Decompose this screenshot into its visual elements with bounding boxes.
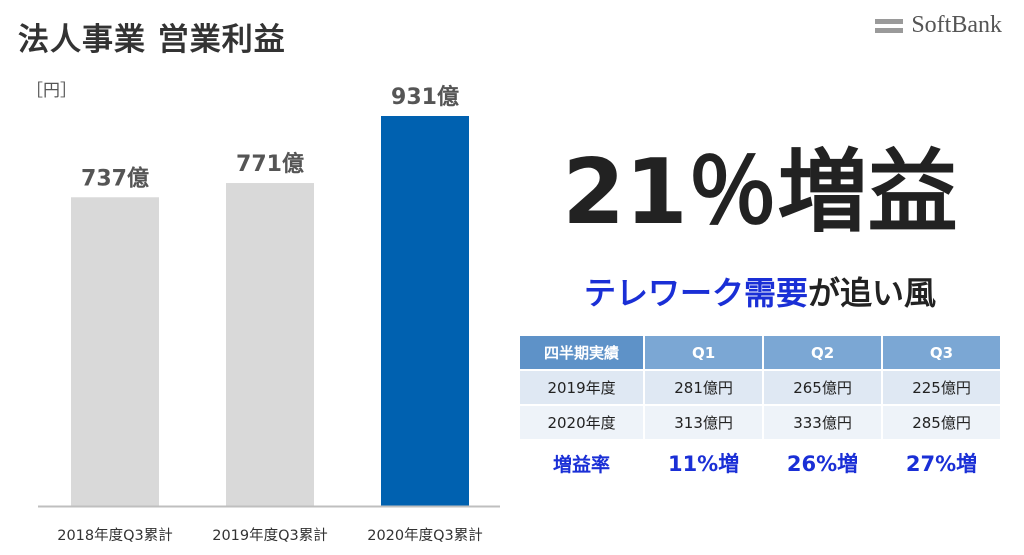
table-cell: 265億円 xyxy=(764,371,882,404)
data-label: 737億 xyxy=(81,165,149,191)
headline-subtitle: テレワーク需要が追い風 xyxy=(520,268,1000,314)
row-label: 増益率 xyxy=(520,441,644,485)
bar xyxy=(381,116,469,506)
data-label: 931億 xyxy=(391,84,459,110)
x-tick-label: 2018年度Q3累計 xyxy=(57,527,173,544)
growth-rate-row: 増益率 11%増 26%増 27%増 xyxy=(520,441,1000,485)
table-header-cell: Q1 xyxy=(645,336,763,369)
table-cell: 281億円 xyxy=(645,371,763,404)
table-row: 2020年度 313億円 333億円 285億円 xyxy=(520,406,1000,439)
quarterly-results-table: 四半期実績 Q1 Q2 Q3 2019年度 281億円 265億円 225億円 … xyxy=(518,334,1002,487)
table-cell: 333億円 xyxy=(764,406,882,439)
table-header-row: 四半期実績 Q1 Q2 Q3 xyxy=(520,336,1000,369)
growth-rate-cell: 27%増 xyxy=(883,441,1000,485)
table-cell: 313億円 xyxy=(645,406,763,439)
brand-logo: SoftBank xyxy=(875,12,1002,39)
table-cell: 285億円 xyxy=(883,406,1000,439)
page-title: 法人事業 営業利益 xyxy=(18,22,286,58)
table-cell: 225億円 xyxy=(883,371,1000,404)
table-header-cell: Q2 xyxy=(764,336,882,369)
table-header-cell: 四半期実績 xyxy=(520,336,644,369)
table-row: 2019年度 281億円 265億円 225億円 xyxy=(520,371,1000,404)
bar xyxy=(71,197,159,506)
bar-chart: 737億 2018年度Q3累計 771億 2019年度Q3累計 931億 2020年度Q3… xyxy=(38,84,500,544)
table-header-cell: Q3 xyxy=(883,336,1000,369)
subtitle-rest: が追い風 xyxy=(808,274,937,312)
row-label: 2020年度 xyxy=(520,406,644,439)
data-label: 771億 xyxy=(236,151,304,177)
growth-rate-cell: 26%増 xyxy=(764,441,882,485)
x-tick-label: 2019年度Q3累計 xyxy=(212,527,328,544)
subtitle-highlight: テレワーク需要 xyxy=(583,274,808,312)
chart-unit-label: ［円］ xyxy=(26,81,77,101)
brand-name: SoftBank xyxy=(911,12,1002,38)
headline-growth: 21％増益 xyxy=(562,140,958,245)
softbank-bars-icon xyxy=(875,18,904,33)
bar xyxy=(226,183,314,506)
growth-rate-cell: 11%増 xyxy=(645,441,763,485)
row-label: 2019年度 xyxy=(520,371,644,404)
x-tick-label: 2020年度Q3累計 xyxy=(367,527,483,544)
